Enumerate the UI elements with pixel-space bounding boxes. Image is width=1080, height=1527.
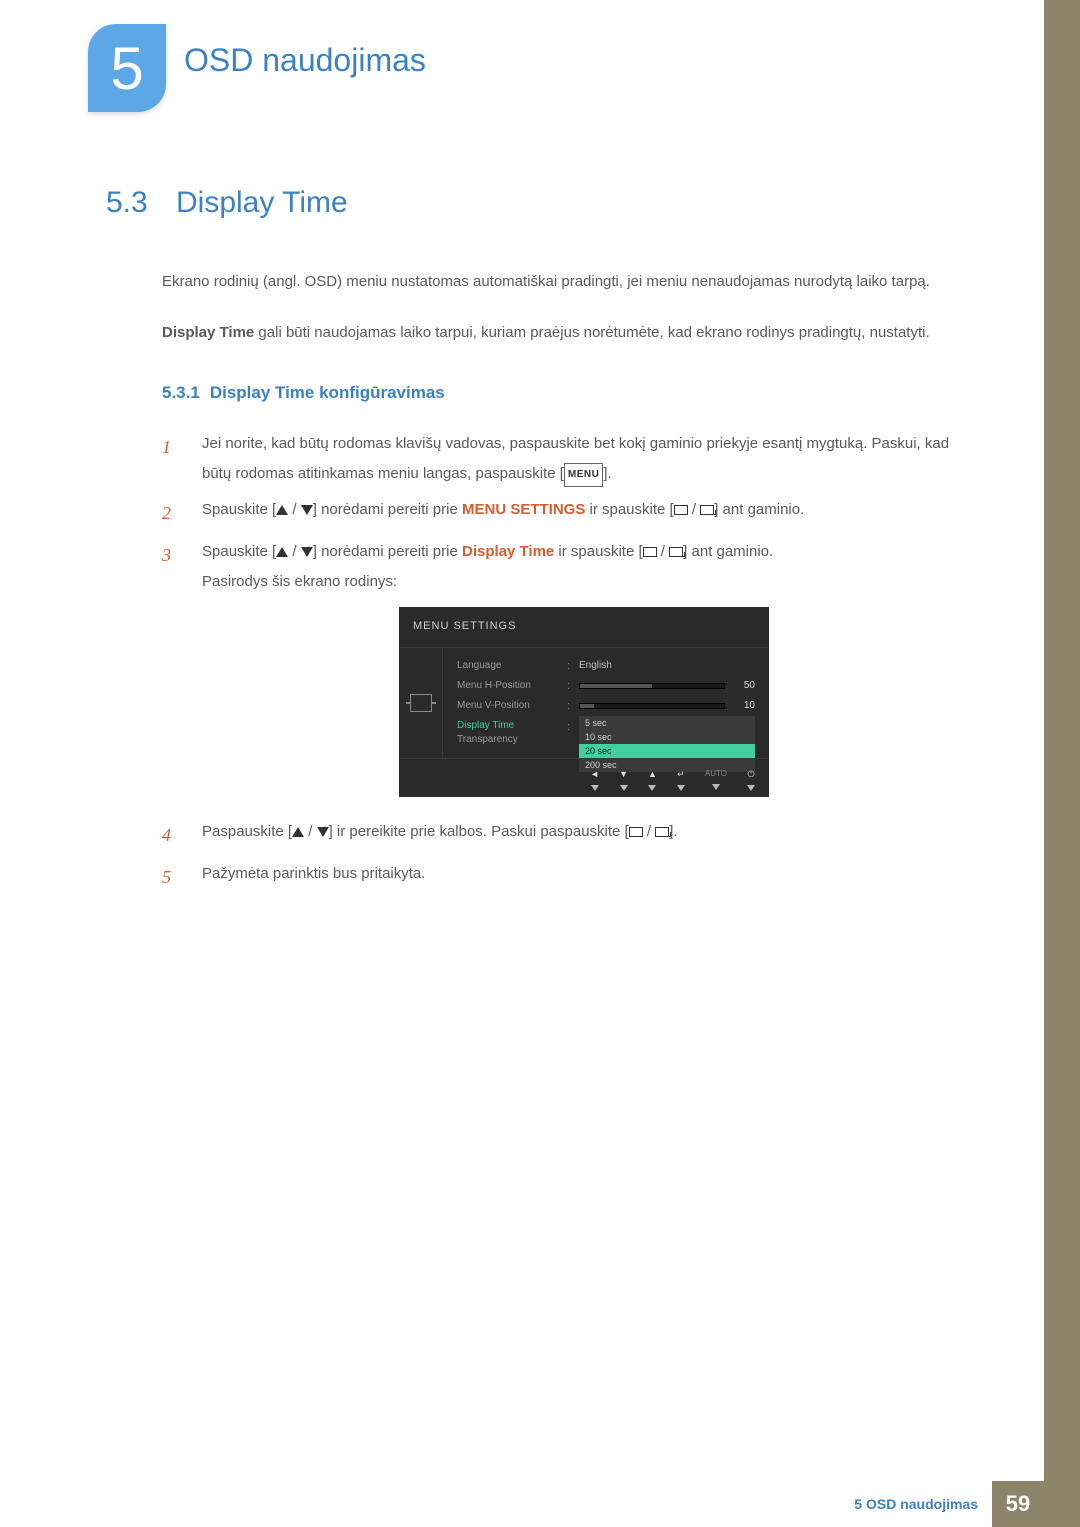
page-number: 59 [992, 1481, 1044, 1527]
osd-dropdown-options: 5 sec 10 sec 20 sec 200 sec [579, 716, 755, 772]
osd-footer-power-icon: ⏻ [747, 765, 755, 791]
osd-footer-auto: AUTO [705, 766, 727, 790]
step-body: Jei norite, kad būtų rodomas klavišų vad… [202, 429, 966, 489]
osd-footer-up-icon: ▲ [648, 765, 657, 791]
up-arrow-icon [276, 547, 288, 557]
osd-option: 200 sec [579, 758, 755, 772]
step-3-caption: Pasirodys šis ekrano rodinys: [202, 567, 966, 597]
source-icon [674, 505, 688, 515]
osd-slider: 10 [579, 696, 755, 716]
step-number: 1 [162, 429, 180, 489]
down-arrow-icon [301, 505, 313, 515]
side-stripe [1044, 0, 1080, 1527]
chapter-title: OSD naudojimas [184, 42, 426, 79]
display-time-keyword: Display Time [162, 324, 254, 341]
display-time-keyword: Display Time [462, 543, 554, 560]
enter-icon [669, 547, 683, 557]
step-number: 3 [162, 537, 180, 811]
osd-footer-back-icon: ◄ [590, 765, 599, 791]
source-icon [629, 827, 643, 837]
source-icon [643, 547, 657, 557]
step-body: Pažymėta parinktis bus pritaikyta. [202, 859, 966, 895]
section-heading: 5.3 Display Time [106, 186, 966, 220]
osd-option: 10 sec [579, 730, 755, 744]
subsection-number: 5.3.1 [162, 383, 200, 402]
enter-icon [655, 827, 669, 837]
osd-rows: Language : English Menu H-Position : 50 [443, 648, 769, 758]
intro-paragraph-2: Display Time gali būti naudojamas laiko … [162, 319, 966, 348]
section-title: Display Time [176, 186, 348, 220]
osd-footer-enter-icon: ↵ [677, 765, 685, 791]
step-number: 5 [162, 859, 180, 895]
osd-option: 5 sec [579, 716, 755, 730]
up-arrow-icon [276, 505, 288, 515]
osd-section-icon [410, 694, 432, 712]
section-number: 5.3 [106, 186, 156, 220]
osd-body: Language : English Menu H-Position : 50 [399, 648, 769, 758]
osd-row-hposition: Menu H-Position : 50 [457, 676, 755, 696]
step-5: 5 Pažymėta parinktis bus pritaikyta. [162, 859, 966, 895]
osd-slider: 50 [579, 676, 755, 696]
osd-option-selected: 20 sec [579, 744, 755, 758]
step-number: 4 [162, 817, 180, 853]
step-3: 3 Spauskite [ / ] norėdami pereiti prie … [162, 537, 966, 811]
menu-button-icon: MENU [564, 463, 603, 487]
down-arrow-icon [317, 827, 329, 837]
step-number: 2 [162, 495, 180, 531]
up-arrow-icon [292, 827, 304, 837]
osd-row-vposition: Menu V-Position : 10 [457, 696, 755, 716]
enter-icon [700, 505, 714, 515]
osd-row-language: Language : English [457, 656, 755, 676]
page-footer: 5 OSD naudojimas 59 [854, 1481, 1044, 1527]
intro-paragraph-1: Ekrano rodinių (angl. OSD) meniu nustato… [162, 268, 966, 297]
osd-screenshot: MENU SETTINGS Language : English [399, 607, 769, 797]
down-arrow-icon [301, 547, 313, 557]
step-2: 2 Spauskite [ / ] norėdami pereiti prie … [162, 495, 966, 531]
chapter-badge: 5 [88, 24, 166, 112]
page-content: 5.3 Display Time Ekrano rodinių (angl. O… [106, 186, 966, 901]
steps-list: 1 Jei norite, kad būtų rodomas klavišų v… [162, 429, 966, 895]
step-body: Spauskite [ / ] norėdami pereiti prie ME… [202, 495, 966, 531]
osd-footer-down-icon: ▼ [619, 765, 628, 791]
step-body: Spauskite [ / ] norėdami pereiti prie Di… [202, 537, 966, 811]
intro-p2-rest: gali būti naudojamas laiko tarpui, kuria… [254, 324, 929, 341]
step-body: Paspauskite [ / ] ir pereikite prie kalb… [202, 817, 966, 853]
subsection-heading: 5.3.1 Display Time konfigūravimas [162, 383, 966, 403]
osd-icon-column [399, 648, 443, 758]
footer-label: 5 OSD naudojimas [854, 1496, 978, 1512]
step-1: 1 Jei norite, kad būtų rodomas klavišų v… [162, 429, 966, 489]
step-4: 4 Paspauskite [ / ] ir pereikite prie ka… [162, 817, 966, 853]
chapter-number: 5 [110, 34, 143, 103]
subsection-title: Display Time konfigūravimas [210, 383, 445, 402]
osd-title: MENU SETTINGS [399, 607, 769, 648]
menu-settings-keyword: MENU SETTINGS [462, 501, 585, 518]
